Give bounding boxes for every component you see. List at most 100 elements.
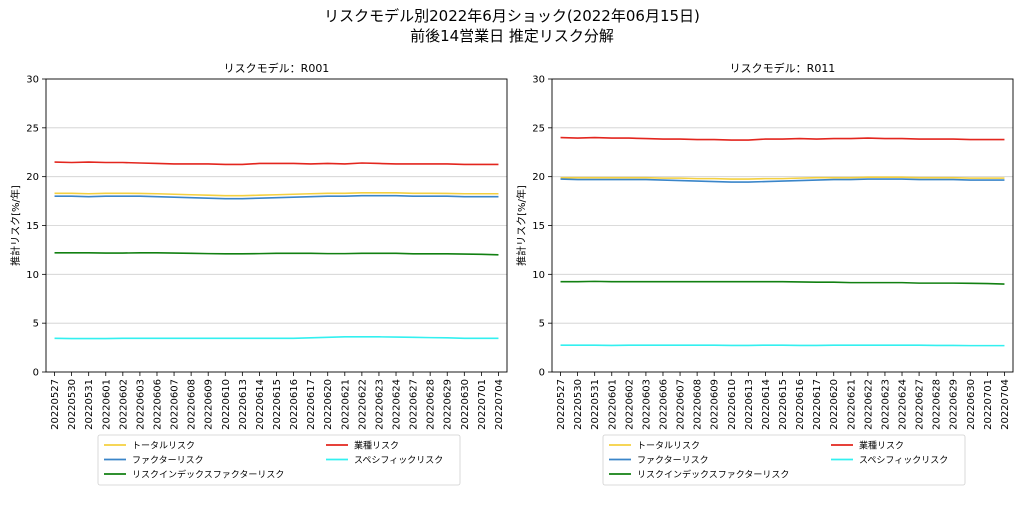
x-tick-label: 20220610: [727, 379, 738, 430]
subplot-title: リスクモデル：R001: [224, 61, 330, 75]
y-tick-label: 15: [26, 221, 39, 232]
x-tick-label: 20220629: [949, 379, 960, 430]
y-tick-label: 15: [532, 221, 545, 232]
x-tick-label: 20220620: [829, 379, 840, 430]
x-tick-label: 20220701: [477, 379, 488, 430]
y-tick-label: 0: [33, 368, 39, 379]
x-tick-label: 20220620: [323, 379, 334, 430]
x-tick-label: 20220601: [607, 379, 618, 430]
x-tick-label: 20220615: [778, 379, 789, 430]
x-tick-label: 20220621: [340, 379, 351, 430]
x-tick-label: 20220610: [221, 379, 232, 430]
x-tick-label: 20220624: [898, 379, 909, 430]
x-tick-label: 20220630: [460, 379, 471, 430]
y-tick-label: 25: [532, 123, 545, 134]
x-tick-label: 20220622: [863, 379, 874, 430]
x-tick-label: 20220630: [966, 379, 977, 430]
figure-title-line1: リスクモデル別2022年6月ショック(2022年06月15日): [324, 7, 700, 25]
legend-label-1: トータルリスク: [637, 440, 700, 451]
x-tick-label: 20220603: [135, 379, 146, 430]
chart-panels: リスクモデル：R001 0 5 10 15 20 25 30 推計リスク[%/年] 2022052…: [9, 61, 1014, 486]
y-tick-label: 10: [532, 270, 545, 281]
chart-panel-2: リスクモデル：R011 0 5 10 15 20 25 30 推計リスク[%/年] 2022052…: [515, 61, 1014, 486]
x-tick-label: 20220527: [556, 379, 567, 430]
x-tick-label: 20220613: [744, 379, 755, 430]
x-tick-label: 20220608: [693, 379, 704, 430]
plot-frame: [551, 78, 1014, 373]
chart-panel-1: リスクモデル：R001 0 5 10 15 20 25 30 推計リスク[%/年] 2022052…: [9, 61, 508, 486]
series-line-5: [54, 252, 499, 256]
legend-label-3: ファクターリスク: [637, 455, 709, 466]
x-tick-label: 20220704: [1000, 379, 1011, 430]
x-tick-label: 20220617: [812, 379, 823, 430]
series-line-3: [560, 178, 1005, 183]
x-tick-label: 20220627: [409, 379, 420, 430]
x-tick-label: 20220628: [426, 379, 437, 430]
x-tick-label: 20220615: [272, 379, 283, 430]
subplot-title: リスクモデル：R011: [730, 61, 836, 75]
y-tick-label: 25: [26, 123, 39, 134]
x-tick-label: 20220704: [494, 379, 505, 430]
y-tick-label: 20: [26, 172, 39, 183]
plot-frame: [45, 78, 508, 373]
figure-title-line2: 前後14営業日 推定リスク分解: [410, 27, 614, 45]
legend-label-1: トータルリスク: [132, 440, 195, 451]
x-tick-label: 20220603: [641, 379, 652, 430]
x-tick-label: 20220624: [392, 379, 403, 430]
series-line-1: [560, 176, 1005, 180]
x-tick-label: 20220609: [710, 379, 721, 430]
x-tick-label: 20220607: [676, 379, 687, 430]
x-tick-label: 20220617: [306, 379, 317, 430]
legend-label-5: リスクインデックスファクターリスク: [637, 468, 789, 480]
x-tick-label: 20220606: [658, 379, 669, 430]
y-tick-label: 10: [26, 270, 39, 281]
series-line-4: [54, 336, 499, 340]
y-axis-label: 推計リスク[%/年]: [515, 185, 528, 266]
legend-label-3: ファクターリスク: [132, 455, 204, 466]
series-line-2: [560, 136, 1005, 141]
x-tick-label: 20220614: [761, 379, 772, 430]
x-tick-label: 20220629: [443, 379, 454, 430]
x-tick-label: 20220701: [983, 379, 994, 430]
x-tick-label: 20220530: [67, 379, 78, 430]
x-tick-label: 20220601: [101, 379, 112, 430]
x-tick-label: 20220527: [50, 379, 61, 430]
x-tick-label: 20220602: [118, 379, 129, 430]
y-tick-label: 5: [539, 319, 545, 330]
y-tick-label: 5: [33, 319, 39, 330]
x-tick-label: 20220622: [357, 379, 368, 430]
series-line-2: [54, 161, 499, 166]
legend-box: [97, 434, 461, 486]
legend-label-4: スペシフィックリスク: [354, 455, 443, 466]
x-tick-label: 20220614: [255, 379, 266, 430]
y-tick-label: 0: [539, 368, 545, 379]
legend-box: [602, 434, 966, 486]
x-tick-label: 20220530: [573, 379, 584, 430]
y-tick-label: 30: [532, 75, 545, 86]
x-tick-label: 20220613: [238, 379, 249, 430]
legend-label-4: スペシフィックリスク: [859, 455, 948, 466]
x-tick-label: 20220623: [880, 379, 891, 430]
x-tick-label: 20220608: [187, 379, 198, 430]
x-tick-label: 20220602: [624, 379, 635, 430]
y-axis-label: 推計リスク[%/年]: [9, 185, 22, 266]
x-tick-label: 20220628: [932, 379, 943, 430]
y-tick-label: 20: [532, 172, 545, 183]
x-tick-label: 20220606: [152, 379, 163, 430]
legend-label-2: 業種リスク: [354, 439, 399, 451]
x-tick-label: 20220621: [846, 379, 857, 430]
series-line-1: [54, 191, 499, 197]
legend-label-2: 業種リスク: [859, 439, 904, 451]
series-line-5: [560, 280, 1005, 285]
x-tick-label: 20220531: [84, 379, 95, 430]
x-tick-label: 20220616: [795, 379, 806, 430]
series-line-3: [54, 194, 499, 200]
x-tick-label: 20220607: [170, 379, 181, 430]
x-tick-label: 20220627: [915, 379, 926, 430]
x-tick-label: 20220531: [590, 379, 601, 430]
x-tick-label: 20220623: [374, 379, 385, 430]
